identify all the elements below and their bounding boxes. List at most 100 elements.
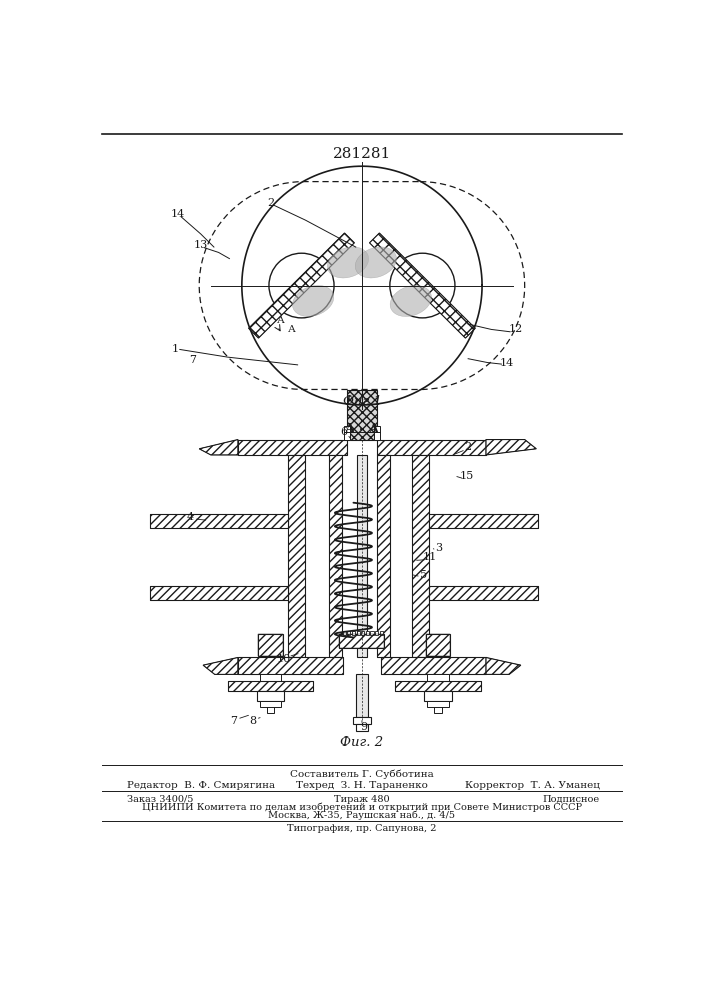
Circle shape (420, 283, 425, 288)
Bar (424, 691, 452, 701)
Bar (238, 440, 347, 455)
Bar (429, 586, 538, 600)
Bar (258, 634, 283, 656)
Bar (381, 657, 486, 674)
Text: А: А (288, 325, 296, 334)
Bar (395, 681, 481, 691)
Bar (238, 440, 347, 455)
Text: Типография, пр. Сапунова, 2: Типография, пр. Сапунова, 2 (287, 824, 437, 833)
Bar (151, 514, 288, 528)
Bar (259, 674, 281, 682)
Text: Корректор  Т. А. Уманец: Корректор Т. А. Уманец (465, 781, 600, 790)
Bar (259, 682, 281, 690)
Bar (228, 681, 313, 691)
Bar (427, 674, 449, 682)
Bar (329, 455, 341, 657)
Text: 14: 14 (170, 209, 185, 219)
Bar (238, 657, 343, 674)
Text: 9: 9 (360, 722, 367, 732)
Circle shape (390, 253, 455, 318)
Bar (343, 631, 346, 635)
Text: ЦНИИПИ Комитета по делам изобретений и открытий при Совете Министров СССР: ЦНИИПИ Комитета по делам изобретений и о… (142, 803, 582, 812)
Text: Техред  З. Н. Тараненко: Техред З. Н. Тараненко (296, 781, 428, 790)
Bar (288, 455, 305, 657)
Text: 1: 1 (172, 344, 179, 354)
Text: 6: 6 (341, 427, 348, 437)
Text: Составитель Г. Субботина: Составитель Г. Субботина (290, 770, 434, 779)
Bar (361, 631, 364, 635)
Text: 8: 8 (249, 716, 256, 726)
Bar (347, 631, 351, 635)
Bar (412, 455, 429, 657)
Text: Подписное: Подписное (543, 795, 600, 804)
Bar (375, 631, 378, 635)
Bar (381, 657, 486, 674)
Bar (288, 455, 305, 657)
Ellipse shape (390, 285, 431, 316)
Text: 2: 2 (267, 198, 274, 208)
Polygon shape (370, 233, 475, 338)
Text: 10: 10 (276, 654, 291, 664)
Circle shape (299, 283, 304, 288)
Bar (151, 586, 288, 600)
Bar (344, 426, 351, 440)
Bar (353, 717, 371, 724)
Ellipse shape (293, 285, 334, 316)
Bar (238, 657, 343, 674)
Bar (429, 586, 538, 600)
Text: 13: 13 (194, 240, 208, 250)
Text: 281281: 281281 (333, 147, 391, 161)
Bar (329, 455, 341, 657)
Text: Заказ 3400/5: Заказ 3400/5 (127, 795, 194, 804)
Bar (267, 690, 274, 713)
Text: 2: 2 (464, 442, 472, 452)
Bar (377, 440, 486, 455)
Bar (370, 631, 373, 635)
Bar (258, 634, 283, 656)
Bar (426, 634, 450, 656)
Bar (378, 455, 390, 657)
Text: Москва, Ж-35, Раушская наб., д. 4/5: Москва, Ж-35, Раушская наб., д. 4/5 (269, 811, 455, 820)
Text: 12: 12 (509, 324, 523, 334)
Bar (347, 389, 377, 440)
Text: 3: 3 (435, 543, 443, 553)
Text: Редактор  В. Ф. Смирягина: Редактор В. Ф. Смирягина (127, 781, 275, 790)
Text: А: А (276, 316, 284, 325)
Polygon shape (486, 440, 537, 455)
Bar (395, 681, 481, 691)
Bar (339, 634, 385, 648)
Polygon shape (203, 657, 238, 674)
Text: Фиг 1: Фиг 1 (342, 395, 381, 408)
Text: 7: 7 (189, 355, 197, 365)
Text: Тираж 480: Тираж 480 (334, 795, 390, 804)
Bar (228, 681, 313, 691)
Text: А - А: А - А (345, 423, 379, 436)
Text: 4: 4 (187, 512, 194, 522)
Bar (380, 631, 383, 635)
Polygon shape (249, 233, 354, 338)
Text: 14: 14 (500, 358, 514, 368)
Bar (373, 426, 380, 440)
Circle shape (269, 253, 334, 318)
Circle shape (297, 281, 306, 290)
Bar (356, 724, 368, 731)
Bar (356, 631, 360, 635)
Text: 5: 5 (420, 570, 427, 580)
Bar (429, 514, 538, 528)
Polygon shape (199, 440, 238, 455)
Bar (357, 455, 367, 657)
Bar (352, 631, 355, 635)
Bar (151, 586, 288, 600)
Bar (434, 690, 442, 713)
Polygon shape (486, 657, 521, 674)
Bar (347, 389, 377, 440)
Text: 7: 7 (230, 716, 238, 726)
Circle shape (418, 281, 427, 290)
Bar (339, 634, 385, 648)
Bar (429, 514, 538, 528)
Bar (426, 634, 450, 656)
Ellipse shape (355, 247, 397, 278)
Bar (427, 682, 449, 690)
Ellipse shape (327, 247, 368, 278)
Bar (378, 455, 390, 657)
